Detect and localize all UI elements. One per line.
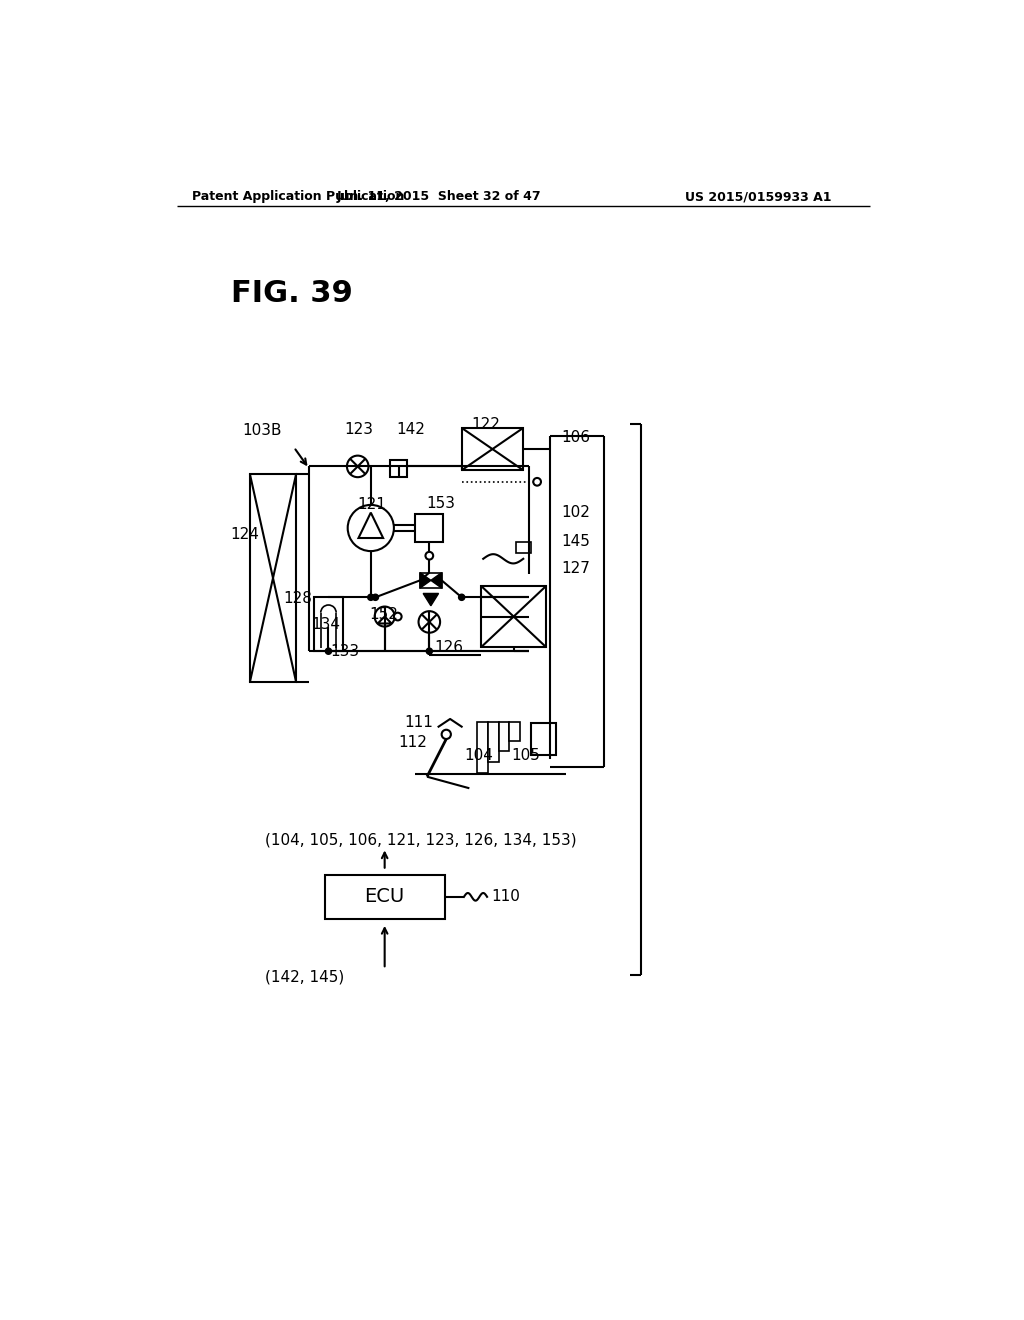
Bar — [462, 428, 523, 470]
Text: 112: 112 — [398, 734, 427, 750]
Text: 128: 128 — [283, 591, 312, 606]
Text: 124: 124 — [230, 527, 259, 541]
Circle shape — [373, 594, 379, 601]
Text: Patent Application Publication: Patent Application Publication — [193, 190, 404, 203]
Text: 111: 111 — [403, 714, 433, 730]
Circle shape — [348, 504, 394, 552]
Circle shape — [326, 648, 332, 655]
Circle shape — [534, 478, 541, 486]
Circle shape — [419, 611, 440, 632]
Text: 121: 121 — [357, 498, 386, 512]
Text: ECU: ECU — [365, 887, 404, 907]
Bar — [531, 723, 556, 755]
Text: (142, 145): (142, 145) — [265, 969, 344, 985]
Bar — [250, 474, 296, 682]
Text: 104: 104 — [465, 748, 494, 763]
Text: 105: 105 — [511, 748, 540, 763]
Bar — [420, 573, 441, 589]
Bar — [326, 875, 444, 919]
Text: US 2015/0159933 A1: US 2015/0159933 A1 — [685, 190, 831, 203]
Polygon shape — [431, 573, 441, 589]
Circle shape — [441, 730, 451, 739]
Text: 110: 110 — [490, 890, 520, 904]
Text: 145: 145 — [562, 535, 591, 549]
Bar — [416, 515, 443, 543]
Text: 133: 133 — [331, 644, 359, 659]
Text: Jun. 11, 2015  Sheet 32 of 47: Jun. 11, 2015 Sheet 32 of 47 — [336, 190, 541, 203]
Text: 106: 106 — [562, 429, 591, 445]
Text: 123: 123 — [345, 422, 374, 437]
Polygon shape — [420, 573, 431, 589]
Bar — [509, 722, 520, 741]
Text: 126: 126 — [435, 640, 464, 655]
Text: 134: 134 — [311, 616, 341, 632]
Text: FIG. 39: FIG. 39 — [230, 279, 352, 308]
Bar — [313, 597, 343, 651]
Text: (104, 105, 106, 121, 123, 126, 134, 153): (104, 105, 106, 121, 123, 126, 134, 153) — [265, 833, 577, 847]
Bar — [515, 543, 531, 553]
Text: 103B: 103B — [243, 424, 282, 438]
Circle shape — [368, 594, 374, 601]
Bar — [499, 722, 509, 751]
Bar — [477, 722, 487, 774]
Polygon shape — [423, 594, 438, 606]
Circle shape — [394, 612, 401, 620]
Circle shape — [375, 607, 394, 627]
Text: 127: 127 — [562, 561, 591, 576]
Bar — [390, 461, 407, 478]
Text: 102: 102 — [562, 506, 591, 520]
Circle shape — [459, 594, 465, 601]
Bar — [487, 722, 499, 762]
Text: 152: 152 — [370, 607, 398, 622]
Circle shape — [425, 552, 433, 560]
Circle shape — [426, 648, 432, 655]
Circle shape — [347, 455, 369, 478]
Bar — [481, 586, 547, 647]
Text: 153: 153 — [426, 496, 456, 511]
Text: 142: 142 — [396, 422, 425, 437]
Text: 122: 122 — [472, 417, 501, 432]
